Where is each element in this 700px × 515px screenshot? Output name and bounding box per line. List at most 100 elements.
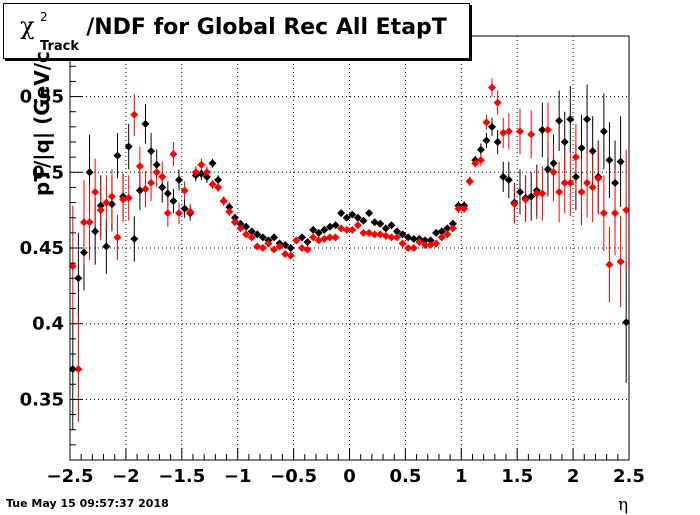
data-point-series-1 <box>309 225 318 234</box>
data-point-series-2 <box>415 237 424 246</box>
data-point-series-2 <box>309 233 318 242</box>
data-point-series-1 <box>560 138 569 146</box>
y-tick-label: 0.35 <box>20 389 64 410</box>
data-point-series-1 <box>242 222 251 231</box>
data-point-series-2 <box>443 230 452 239</box>
data-point-series-1 <box>538 125 547 134</box>
data-point-series-1 <box>147 147 156 156</box>
data-point-series-1 <box>409 234 418 243</box>
data-point-series-1 <box>588 147 597 156</box>
data-point-series-2 <box>521 195 530 204</box>
data-point-series-2 <box>376 230 385 239</box>
x-tick-label: 1 <box>455 466 468 487</box>
data-point-series-2 <box>476 156 485 165</box>
data-point-series-2 <box>622 206 631 215</box>
data-point-series-1 <box>605 156 614 165</box>
data-point-series-2 <box>504 127 513 136</box>
data-point-series-1 <box>432 228 441 237</box>
data-point-series-2 <box>549 168 558 177</box>
data-point-series-2 <box>527 130 536 139</box>
data-point-series-2 <box>426 240 435 249</box>
data-point-series-1 <box>74 274 83 283</box>
x-tick-label: −2.5 <box>47 466 94 487</box>
data-point-series-2 <box>219 197 228 206</box>
data-point-series-1 <box>337 209 346 218</box>
data-point-series-1 <box>79 248 88 257</box>
data-point-series-2 <box>197 160 206 169</box>
data-point-series-1 <box>158 183 167 192</box>
data-point-series-2 <box>566 178 575 187</box>
data-point-series-2 <box>482 118 491 127</box>
data-point-series-1 <box>571 172 580 181</box>
data-point-series-2 <box>96 206 105 215</box>
data-point-series-1 <box>365 209 374 218</box>
title-chi-subscript: Track <box>40 39 79 54</box>
data-point-series-1 <box>543 165 552 174</box>
data-point-series-1 <box>488 122 497 131</box>
data-point-series-2 <box>365 228 374 237</box>
data-point-series-1 <box>504 175 513 184</box>
data-point-series-1 <box>270 233 279 242</box>
data-point-series-2 <box>152 168 161 177</box>
data-point-series-2 <box>409 244 418 252</box>
data-point-series-2 <box>130 110 139 119</box>
data-point-series-1 <box>616 157 625 166</box>
data-point-series-2 <box>79 218 88 227</box>
data-point-series-1 <box>499 172 508 181</box>
data-point-series-2 <box>253 242 262 251</box>
data-point-series-1 <box>113 151 122 160</box>
data-point-series-2 <box>85 218 94 227</box>
data-point-series-1 <box>549 159 558 168</box>
x-tick-label: 2.5 <box>613 466 645 487</box>
data-point-series-2 <box>102 198 111 207</box>
data-point-series-2 <box>331 233 340 242</box>
data-point-series-1 <box>297 233 306 242</box>
data-point-series-2 <box>147 178 156 187</box>
data-point-series-1 <box>404 233 413 242</box>
data-point-series-1 <box>107 200 116 209</box>
data-point-series-2 <box>180 186 189 195</box>
data-point-series-1 <box>437 227 446 236</box>
data-point-series-1 <box>197 169 206 178</box>
data-point-series-1 <box>253 230 262 239</box>
data-point-series-2 <box>448 224 457 233</box>
data-point-series-2 <box>583 178 592 187</box>
data-point-series-2 <box>532 189 541 198</box>
data-point-series-1 <box>124 142 133 151</box>
data-point-series-2 <box>611 209 620 218</box>
data-point-series-1 <box>236 219 245 228</box>
data-point-series-2 <box>113 233 122 242</box>
data-point-series-1 <box>527 192 536 201</box>
data-point-series-1 <box>152 160 161 169</box>
data-point-series-1 <box>325 222 334 231</box>
data-point-series-2 <box>454 204 463 213</box>
title-chi-symbol: χ <box>20 12 35 40</box>
data-point-series-1 <box>353 213 362 222</box>
data-point-series-2 <box>510 200 519 209</box>
data-point-series-2 <box>594 174 603 183</box>
data-point-series-2 <box>281 250 290 259</box>
data-point-series-2 <box>560 178 569 187</box>
data-point-series-2 <box>297 244 306 252</box>
x-tick-label: −1.5 <box>158 466 205 487</box>
data-point-series-2 <box>605 260 614 269</box>
x-tick-label: −1 <box>224 466 252 487</box>
data-point-series-2 <box>186 207 195 216</box>
data-point-series-2 <box>214 183 223 192</box>
data-point-series-1 <box>247 227 256 236</box>
data-point-series-2 <box>571 153 580 162</box>
data-point-series-1 <box>163 189 172 198</box>
y-axis-label: pT/|q| (GeV/c <box>30 51 54 196</box>
data-point-series-2 <box>264 239 273 248</box>
data-point-series-2 <box>292 236 301 245</box>
data-point-series-1 <box>387 221 396 230</box>
data-point-series-1 <box>426 236 435 245</box>
data-point-series-2 <box>91 187 100 196</box>
data-point-series-2 <box>230 218 239 227</box>
data-point-series-1 <box>515 187 524 196</box>
data-point-series-2 <box>242 230 251 239</box>
data-point-series-1 <box>102 242 111 251</box>
data-point-series-1 <box>622 318 631 327</box>
data-point-series-1 <box>281 240 290 249</box>
x-tick-labels: −2.5 −2 −1.5 −1 −0.5 0 0.5 1 1.5 2 2.5 <box>47 466 645 487</box>
